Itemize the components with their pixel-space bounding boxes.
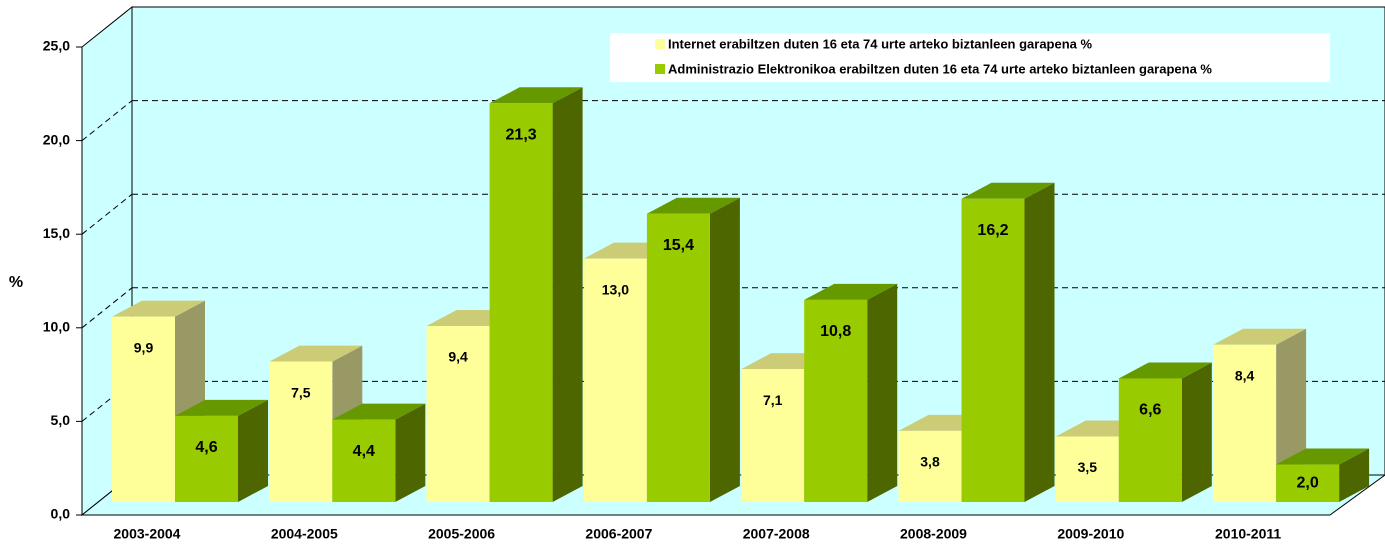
x-tick-label: 2008-2009	[900, 526, 967, 542]
value-label: 7,1	[763, 392, 783, 408]
value-label: 8,4	[1235, 367, 1255, 383]
bar-side	[395, 403, 426, 502]
y-axis-label: %	[9, 274, 23, 291]
bar-side	[552, 87, 583, 502]
bar-side	[709, 197, 740, 502]
x-tick-label: 2006-2007	[585, 526, 652, 542]
value-label: 21,3	[506, 126, 537, 143]
x-tick-label: 2003-2004	[114, 526, 181, 542]
y-tick-label: 0,0	[51, 506, 71, 522]
legend-swatch	[655, 39, 665, 49]
y-tick-label: 5,0	[51, 412, 71, 428]
bar	[1276, 464, 1340, 502]
bar	[112, 316, 175, 502]
bar-side	[1181, 362, 1212, 502]
bar	[332, 419, 396, 502]
value-label: 15,4	[663, 237, 694, 254]
value-label: 9,4	[448, 349, 468, 365]
bar-top	[332, 403, 426, 420]
y-tick-label: 15,0	[43, 225, 70, 241]
bar-top	[269, 345, 363, 362]
bar	[269, 361, 333, 502]
bar-side	[1024, 182, 1055, 502]
x-tick-label: 2005-2006	[428, 526, 495, 542]
x-tick-label: 2007-2008	[743, 526, 810, 542]
bar-top	[961, 182, 1055, 199]
bar-top	[112, 300, 205, 317]
bar-top	[1118, 362, 1212, 379]
value-label: 7,5	[291, 384, 311, 400]
value-label: 4,6	[195, 439, 217, 456]
x-tick-label: 2009-2010	[1057, 526, 1124, 542]
bar-side	[1339, 448, 1370, 502]
value-label: 3,8	[920, 454, 940, 470]
bar	[583, 258, 647, 502]
bar	[646, 213, 710, 502]
value-label: 2,0	[1296, 474, 1318, 491]
bar-side	[238, 399, 268, 502]
bar	[426, 326, 490, 502]
legend-label: Administrazio Elektronikoa erabiltzen du…	[668, 61, 1212, 76]
bar	[961, 198, 1025, 502]
y-tick-label: 10,0	[43, 319, 70, 335]
value-label: 3,5	[1078, 459, 1098, 475]
bar	[489, 103, 553, 502]
bar	[898, 430, 962, 502]
bar-top	[1213, 328, 1307, 345]
value-label: 4,4	[353, 443, 375, 460]
bar	[741, 369, 805, 502]
bar-top	[646, 197, 740, 214]
value-label: 9,9	[134, 339, 154, 355]
bar	[1213, 344, 1277, 502]
grid-line	[81, 287, 133, 329]
value-label: 6,6	[1139, 402, 1161, 419]
bar	[804, 299, 868, 502]
bar-top	[489, 87, 583, 104]
bar	[1118, 378, 1182, 502]
legend	[610, 33, 1330, 82]
bar-side	[867, 283, 898, 502]
value-label: 13,0	[602, 281, 629, 297]
x-tick-label: 2010-2011	[1215, 526, 1281, 542]
bar	[175, 415, 238, 502]
y-tick-label: 20,0	[43, 131, 70, 147]
legend-label: Internet erabiltzen duten 16 eta 74 urte…	[668, 36, 1093, 51]
bar	[1055, 436, 1119, 502]
value-label: 16,2	[977, 222, 1008, 239]
bar-top	[175, 399, 268, 416]
x-tick-label: 2004-2005	[271, 526, 338, 542]
value-label: 10,8	[820, 323, 851, 340]
y-tick-label: 25,0	[43, 38, 70, 54]
grid-line	[81, 100, 133, 141]
bar-top	[804, 283, 898, 300]
grid-line	[81, 193, 133, 235]
legend-swatch	[655, 64, 665, 74]
bar-top	[1276, 448, 1370, 465]
